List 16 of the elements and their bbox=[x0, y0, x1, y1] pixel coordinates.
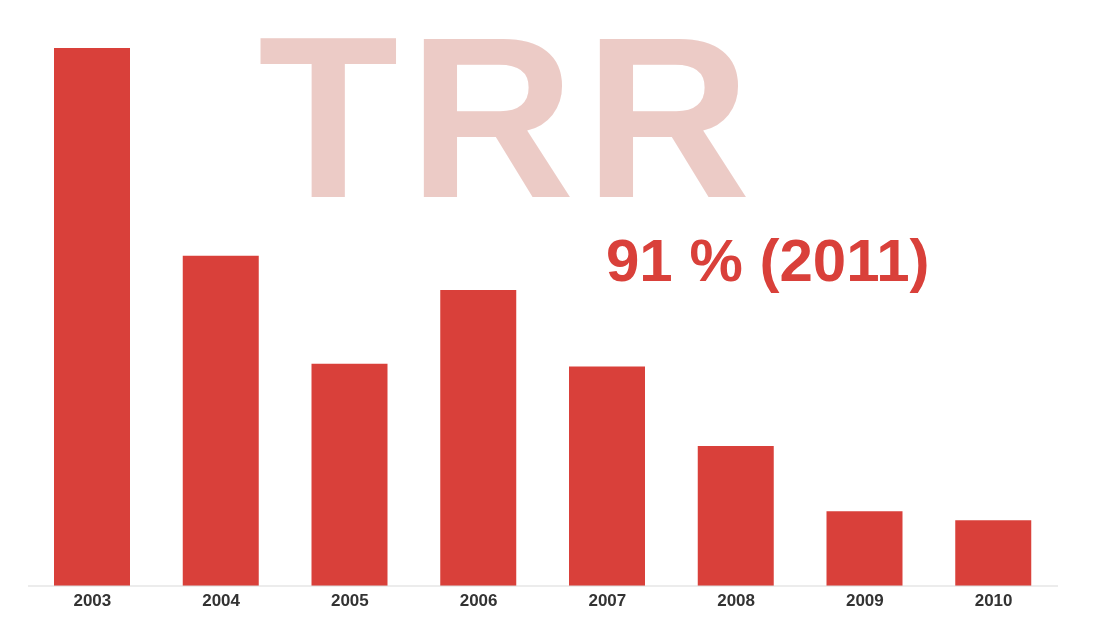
bar bbox=[955, 520, 1032, 586]
bar bbox=[54, 48, 130, 586]
x-tick-label: 2005 bbox=[330, 591, 369, 611]
bar bbox=[182, 255, 259, 586]
bar bbox=[569, 366, 645, 586]
x-tick-label: 2006 bbox=[459, 591, 498, 611]
bar bbox=[311, 363, 388, 586]
x-tick-label: 2003 bbox=[73, 591, 112, 611]
bar bbox=[697, 446, 774, 586]
x-tick-label: 2009 bbox=[845, 591, 884, 611]
x-tick-label: 2008 bbox=[717, 591, 756, 611]
x-tick-label: 2007 bbox=[588, 591, 627, 611]
bar bbox=[826, 511, 903, 586]
bar bbox=[440, 290, 517, 586]
x-tick-label: 2004 bbox=[202, 591, 241, 611]
x-tick-label: 2010 bbox=[974, 591, 1013, 611]
